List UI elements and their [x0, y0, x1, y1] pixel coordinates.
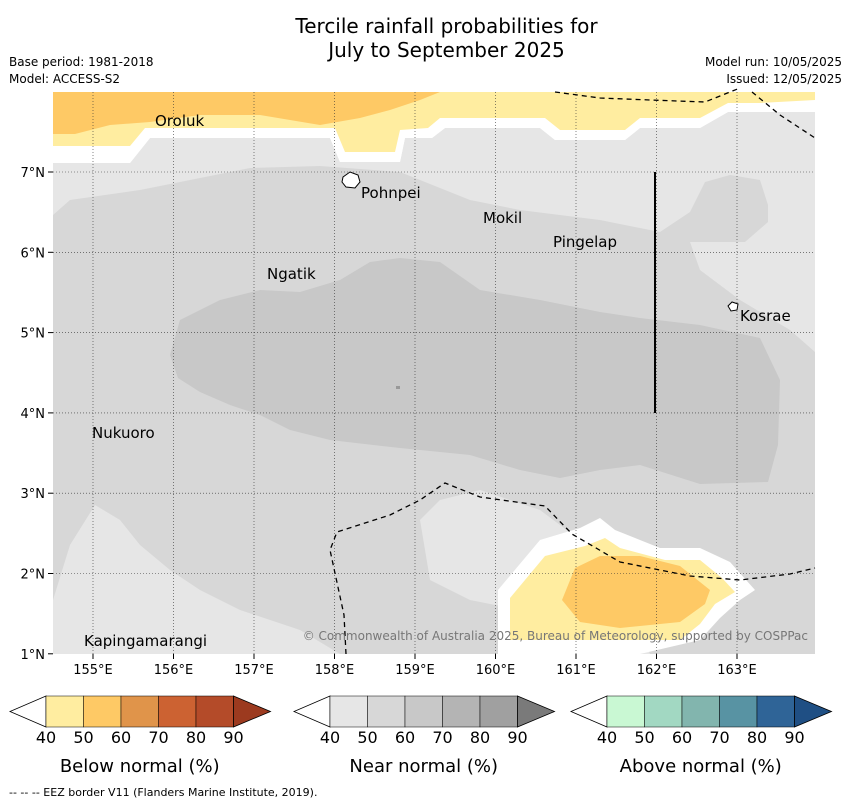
legend-min-arrow — [8, 695, 47, 728]
legend-min-arrow — [569, 695, 608, 728]
legend-swatch — [479, 695, 518, 728]
legend-tick: 90 — [507, 728, 527, 747]
legend-tick: 60 — [672, 728, 692, 747]
small-islet-marker — [396, 386, 400, 389]
probability-field — [53, 92, 815, 654]
legend-label: Near normal (%) — [349, 756, 498, 777]
model-info: Base period: 1981-2018 Model: ACCESS-S2 — [9, 54, 154, 88]
label-nukuoro: Nukuoro — [92, 424, 155, 442]
legend-tick: 50 — [357, 728, 377, 747]
title-line-1: Tercile rainfall probabilities for — [295, 14, 598, 38]
legend-swatch — [756, 695, 795, 728]
pohnpei-island — [341, 171, 361, 189]
legend-max-arrow — [517, 695, 556, 728]
y-tick-label: 2°N — [21, 568, 46, 583]
legend-swatch — [644, 695, 683, 728]
graticule — [53, 92, 815, 654]
x-tick-label: 160°E — [476, 663, 516, 678]
legend-tick: 90 — [223, 728, 243, 747]
model-name: Model: ACCESS-S2 — [9, 72, 121, 86]
legend-tick: 90 — [784, 728, 804, 747]
legend-tick: 70 — [148, 728, 168, 747]
legend-swatch — [719, 695, 758, 728]
legend-swatch — [442, 695, 481, 728]
x-tick-label: 158°E — [315, 663, 355, 678]
legend-swatch — [404, 695, 443, 728]
x-tick-label: 161°E — [556, 663, 596, 678]
legend-tick: 80 — [747, 728, 767, 747]
legend-max-arrow — [233, 695, 272, 728]
legend-tick: 80 — [470, 728, 490, 747]
title-line-2: July to September 2025 — [328, 38, 565, 62]
legend-swatch — [606, 695, 645, 728]
eez-border-north — [554, 87, 816, 139]
label-mokil: Mokil — [483, 209, 522, 227]
copyright-text: © Commonwealth of Australia 2025, Bureau… — [303, 629, 808, 643]
y-tick-label: 3°N — [21, 487, 46, 502]
latitude-ticks: 7°N 6°N 5°N 4°N 3°N 2°N 1°N — [21, 166, 53, 663]
y-tick-label: 1°N — [21, 648, 46, 663]
below-normal-50-north — [53, 92, 440, 134]
legend-tick: 70 — [709, 728, 729, 747]
legend-min-arrow — [292, 695, 331, 728]
legend-tick: 40 — [320, 728, 340, 747]
legend-max-arrow — [794, 695, 833, 728]
label-kosrae: Kosrae — [740, 307, 791, 325]
eez-border — [329, 87, 816, 655]
eez-footnote: -- -- -- EEZ border V11 (Flanders Marine… — [9, 786, 318, 799]
legend-tick: 40 — [597, 728, 617, 747]
legend-tick: 60 — [111, 728, 131, 747]
below-normal-50-south — [562, 556, 710, 628]
y-tick-label: 7°N — [21, 166, 46, 181]
legend-swatch — [195, 695, 234, 728]
y-tick-label: 6°N — [21, 246, 46, 261]
issued-date: Issued: 12/05/2025 — [726, 72, 842, 86]
legend-label: Above normal (%) — [620, 756, 782, 777]
base-period: Base period: 1981-2018 — [9, 55, 154, 69]
legend-tick: 40 — [36, 728, 56, 747]
place-labels: Oroluk Pohnpei Mokil Pingelap Ngatik Kos… — [84, 112, 791, 650]
x-tick-label: 159°E — [395, 663, 435, 678]
x-tick-label: 162°E — [637, 663, 677, 678]
legend-tick: 50 — [634, 728, 654, 747]
legend-swatch — [120, 695, 159, 728]
x-tick-label: 155°E — [73, 663, 113, 678]
map-title: Tercile rainfall probabilities for July … — [0, 14, 850, 62]
legend-tick: 60 — [395, 728, 415, 747]
label-oroluk: Oroluk — [155, 112, 204, 130]
run-info: Model run: 10/05/2025 Issued: 12/05/2025 — [705, 54, 842, 88]
legend-swatch — [45, 695, 84, 728]
y-tick-label: 5°N — [21, 327, 46, 342]
y-tick-label: 4°N — [21, 407, 46, 422]
legend-swatch — [158, 695, 197, 728]
legend-tick: 50 — [73, 728, 93, 747]
x-tick-label: 163°E — [717, 663, 757, 678]
label-kapingamarangi: Kapingamarangi — [84, 632, 207, 650]
near-normal-legend: 40 50 60 70 80 90 Near normal (%) — [292, 695, 556, 777]
label-pingelap: Pingelap — [553, 233, 617, 251]
longitude-ticks: 155°E 156°E 157°E 158°E 159°E 160°E 161°E 162°E… — [73, 654, 757, 678]
label-pohnpei: Pohnpei — [361, 184, 421, 202]
legend-tick: 80 — [186, 728, 206, 747]
near-normal-60-zone — [170, 258, 780, 484]
label-ngatik: Ngatik — [267, 265, 316, 283]
x-tick-label: 157°E — [234, 663, 274, 678]
legend-swatch — [329, 695, 368, 728]
eez-border-south — [329, 482, 816, 655]
legend-swatch — [83, 695, 122, 728]
model-run: Model run: 10/05/2025 — [704, 55, 842, 69]
legend-tick: 70 — [432, 728, 452, 747]
kosrae-island — [727, 301, 739, 312]
legend-label: Below normal (%) — [60, 756, 220, 777]
x-tick-label: 156°E — [154, 663, 194, 678]
legend-swatch — [681, 695, 720, 728]
legend-swatch — [367, 695, 406, 728]
